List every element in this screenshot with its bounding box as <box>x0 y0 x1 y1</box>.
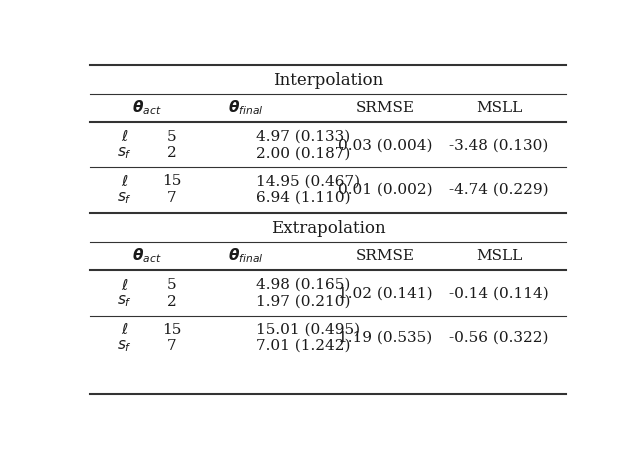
Text: $\ell$: $\ell$ <box>121 174 129 189</box>
Text: -4.74 (0.229): -4.74 (0.229) <box>449 182 549 197</box>
Text: -0.14 (0.114): -0.14 (0.114) <box>449 286 549 300</box>
Text: $s_f$: $s_f$ <box>117 190 132 206</box>
Text: 5: 5 <box>167 278 177 292</box>
Text: 15: 15 <box>162 174 182 188</box>
Text: -0.56 (0.322): -0.56 (0.322) <box>449 331 549 345</box>
Text: 1.19 (0.535): 1.19 (0.535) <box>338 331 432 345</box>
Text: 14.95 (0.467): 14.95 (0.467) <box>256 174 360 188</box>
Text: SRMSE: SRMSE <box>356 249 415 263</box>
Text: $\boldsymbol{\theta}_{final}$: $\boldsymbol{\theta}_{final}$ <box>228 247 264 265</box>
Text: MSLL: MSLL <box>476 249 522 263</box>
Text: 2: 2 <box>167 147 177 161</box>
Text: Extrapolation: Extrapolation <box>271 219 385 237</box>
Text: $\boldsymbol{\theta}_{act}$: $\boldsymbol{\theta}_{act}$ <box>132 247 162 265</box>
Text: 2: 2 <box>167 294 177 308</box>
Text: 4.98 (0.165): 4.98 (0.165) <box>256 278 351 292</box>
Text: 6.94 (1.110): 6.94 (1.110) <box>256 191 351 205</box>
Text: 5: 5 <box>167 130 177 144</box>
Text: 7.01 (1.242): 7.01 (1.242) <box>256 339 351 353</box>
Text: 7: 7 <box>167 191 177 205</box>
Text: 2.00 (0.187): 2.00 (0.187) <box>256 147 351 161</box>
Text: 0.01 (0.002): 0.01 (0.002) <box>338 182 433 197</box>
Text: 1.02 (0.141): 1.02 (0.141) <box>338 286 433 300</box>
Text: $\ell$: $\ell$ <box>121 278 129 293</box>
Text: 15: 15 <box>162 323 182 337</box>
Text: 1.97 (0.210): 1.97 (0.210) <box>256 294 351 308</box>
Text: Interpolation: Interpolation <box>273 72 383 89</box>
Text: $\boldsymbol{\theta}_{act}$: $\boldsymbol{\theta}_{act}$ <box>132 98 162 117</box>
Text: 15.01 (0.495): 15.01 (0.495) <box>256 323 360 337</box>
Text: -3.48 (0.130): -3.48 (0.130) <box>449 138 549 152</box>
Text: $\ell$: $\ell$ <box>121 322 129 337</box>
Text: 7: 7 <box>167 339 177 353</box>
Text: MSLL: MSLL <box>476 101 522 115</box>
Text: 0.03 (0.004): 0.03 (0.004) <box>338 138 432 152</box>
Text: $\boldsymbol{\theta}_{final}$: $\boldsymbol{\theta}_{final}$ <box>228 98 264 117</box>
Text: $\ell$: $\ell$ <box>121 129 129 144</box>
Text: SRMSE: SRMSE <box>356 101 415 115</box>
Text: $s_f$: $s_f$ <box>117 338 132 354</box>
Text: $s_f$: $s_f$ <box>117 146 132 161</box>
Text: 4.97 (0.133): 4.97 (0.133) <box>256 130 350 144</box>
Text: $s_f$: $s_f$ <box>117 294 132 309</box>
